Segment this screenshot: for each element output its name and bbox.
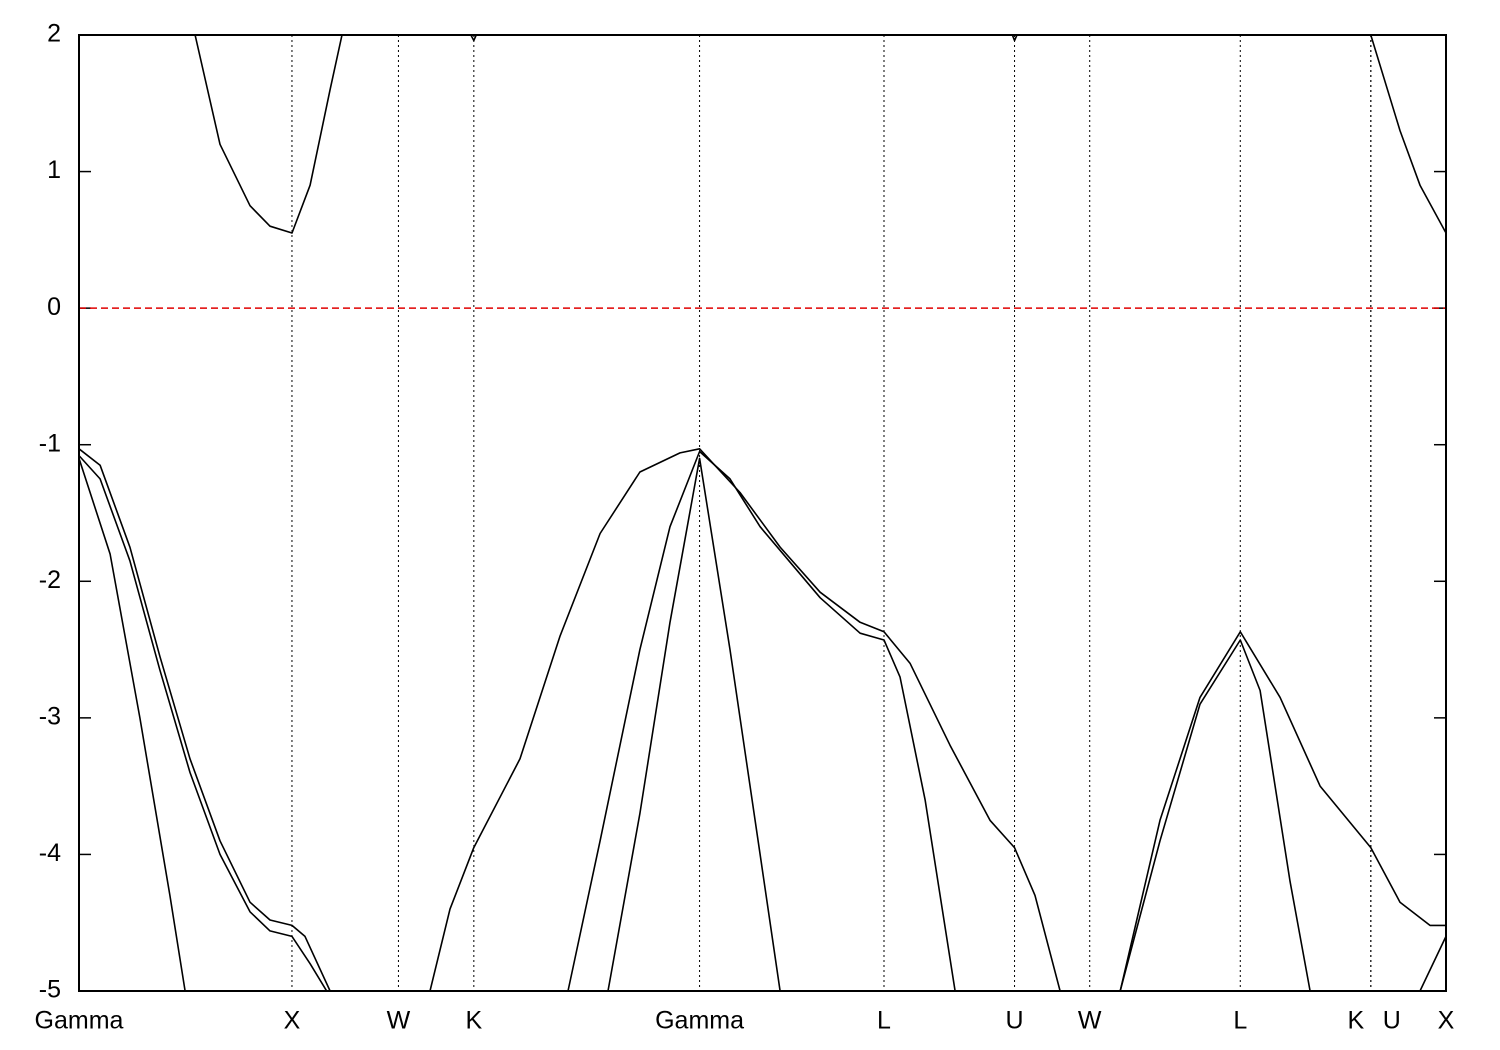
y-tick-label: 1: [47, 156, 61, 184]
x-tick-label: X: [1438, 1007, 1455, 1035]
x-tick-label: Gamma: [35, 1007, 124, 1035]
band-line: [79, 457, 781, 991]
x-tick-label: L: [1233, 1007, 1247, 1035]
x-tick-label: U: [1006, 1007, 1024, 1035]
y-tick-label: 0: [47, 293, 61, 321]
x-tick-label: K: [465, 1007, 482, 1035]
plot-frame: [78, 34, 1447, 992]
band-line: [194, 35, 1446, 234]
y-tick-label: -1: [39, 429, 61, 457]
x-tick-label: Gamma: [655, 1007, 744, 1035]
bands: [79, 35, 1446, 991]
band-line: [79, 448, 1446, 991]
y-tick-label: 2: [47, 20, 61, 48]
y-tick-label: -4: [39, 839, 61, 867]
y-tick-label: -3: [39, 702, 61, 730]
x-tick-label: W: [387, 1007, 411, 1035]
x-tick-label: W: [1078, 1007, 1102, 1035]
band-line: [79, 450, 1446, 991]
y-tick-label: -5: [39, 976, 61, 1004]
y-tick-label: -2: [39, 566, 61, 594]
x-tick-label: X: [284, 1007, 301, 1035]
x-tick-label: U: [1383, 1007, 1401, 1035]
x-tick-label: K: [1347, 1007, 1364, 1035]
x-tick-label: L: [877, 1007, 891, 1035]
